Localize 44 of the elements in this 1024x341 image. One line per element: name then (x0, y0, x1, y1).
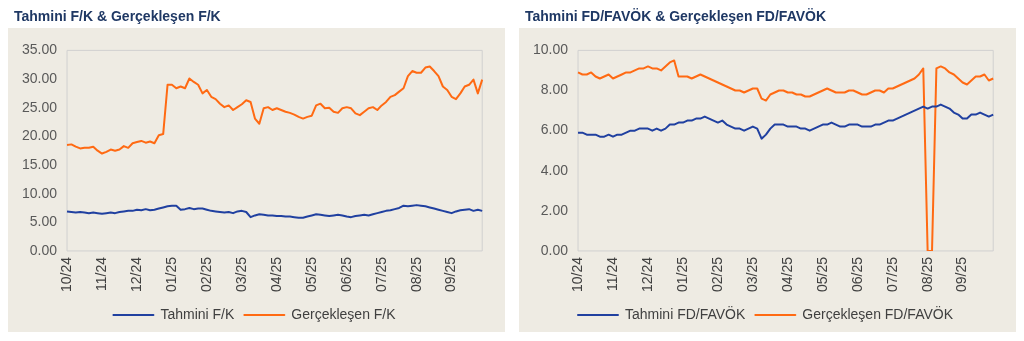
y-tick-label: 4.00 (540, 161, 569, 178)
y-tick-label: 25.00 (21, 98, 58, 115)
legend-label: Gerçekleşen FD/FAVÖK (802, 304, 954, 322)
x-tick-label: 04/25 (778, 256, 795, 293)
x-tick-label: 06/25 (337, 256, 354, 293)
x-tick-label: 10/24 (568, 256, 585, 293)
x-tick-label: 08/25 (407, 256, 424, 293)
x-tick-label: 11/24 (603, 256, 620, 291)
x-tick-label: 10/24 (57, 256, 74, 293)
x-tick-label: 02/25 (708, 256, 725, 293)
y-tick-label: 10.00 (21, 184, 58, 201)
legend-label: Gerçekleşen F/K (291, 305, 397, 322)
x-tick-label: 12/24 (638, 256, 655, 293)
y-tick-label: 35.00 (21, 41, 58, 58)
x-tick-label: 03/25 (232, 256, 249, 293)
x-tick-label: 08/25 (918, 256, 935, 293)
y-tick-label: 0.00 (540, 241, 569, 258)
x-tick-label: 06/25 (848, 256, 865, 293)
y-tick-label: 6.00 (540, 121, 569, 138)
y-tick-label: 0.00 (29, 241, 58, 258)
y-tick-label: 2.00 (540, 201, 569, 218)
x-tick-label: 11/24 (92, 256, 109, 291)
y-tick-label: 15.00 (21, 155, 58, 172)
x-tick-label: 04/25 (267, 256, 284, 293)
y-tick-label: 5.00 (29, 213, 58, 230)
x-tick-label: 07/25 (372, 256, 389, 293)
chart-title: Tahmini FD/FAVÖK & Gerçekleşen FD/FAVÖK (524, 8, 828, 26)
chart-title: Tahmini F/K & Gerçekleşen F/K (13, 8, 222, 26)
x-tick-label: 01/25 (162, 256, 179, 293)
x-tick-label: 02/25 (197, 256, 214, 293)
x-tick-label: 07/25 (883, 256, 900, 293)
x-tick-label: 03/25 (743, 256, 760, 293)
legend-label: Tahmini F/K (160, 305, 235, 322)
x-tick-label: 09/25 (953, 256, 970, 293)
y-tick-label: 20.00 (21, 127, 58, 144)
x-tick-label: 05/25 (302, 256, 319, 293)
x-tick-label: 01/25 (673, 256, 690, 293)
x-tick-label: 09/25 (442, 256, 459, 293)
x-tick-label: 05/25 (813, 256, 830, 293)
y-tick-label: 30.00 (21, 69, 58, 86)
x-tick-label: 12/24 (127, 256, 144, 293)
legend-label: Tahmini FD/FAVÖK (625, 304, 746, 322)
y-tick-label: 8.00 (540, 81, 569, 98)
y-tick-label: 10.00 (532, 41, 569, 58)
